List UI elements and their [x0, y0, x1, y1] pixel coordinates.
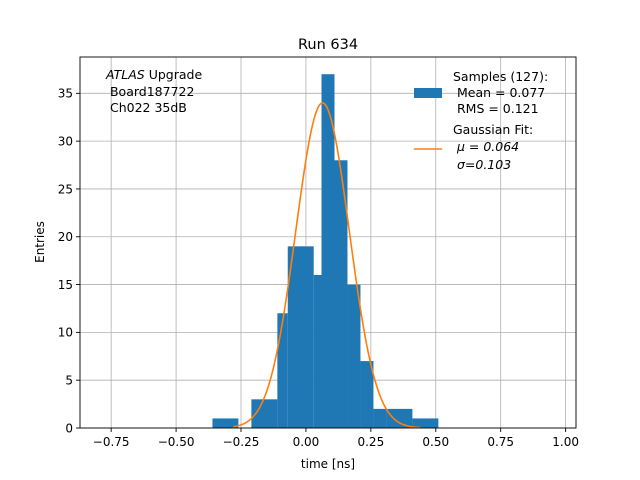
histogram-bar-8 [347, 284, 361, 428]
legend-fit-line-2: μ = 0.064 [453, 139, 519, 154]
legend-samples-line-1: Samples (127): [453, 69, 548, 84]
x-axis-label: time [ns] [301, 457, 355, 471]
x-tick-label-2: −0.25 [223, 435, 260, 449]
x-tick-label-0: −0.75 [93, 435, 130, 449]
histogram-bar-11 [386, 408, 413, 428]
histogram-bar-0 [212, 418, 239, 428]
x-axis-ticks: −0.75 −0.50 −0.25 0.00 0.25 0.50 0.75 1.00 [93, 428, 579, 449]
x-tick-label-1: −0.50 [158, 435, 195, 449]
histogram-bar-9 [360, 361, 374, 428]
annotation-line-1: ATLAS Upgrade [105, 67, 202, 82]
x-tick-label-4: 0.25 [357, 435, 384, 449]
x-tick-label-3: 0.00 [293, 435, 320, 449]
y-tick-label-3: 15 [58, 278, 73, 292]
gaussian-fit-curve [233, 102, 421, 429]
histogram-bar-4 [287, 246, 314, 428]
legend-fit-line-1: Gaussian Fit: [453, 122, 533, 137]
y-tick-label-2: 10 [58, 326, 73, 340]
atlas-annotation: ATLAS Upgrade Board187722 Ch022 35dB [105, 67, 202, 115]
chart-title: Run 634 [298, 37, 358, 53]
histogram-bars [212, 74, 439, 429]
histogram-bar-10 [373, 408, 387, 428]
y-tick-label-0: 0 [65, 421, 73, 435]
x-tick-label-7: 1.00 [552, 435, 579, 449]
x-tick-label-5: 0.50 [422, 435, 449, 449]
y-axis-ticks: 0 5 10 15 20 25 30 35 [58, 87, 80, 435]
legend-samples-swatch [414, 88, 442, 98]
annotation-line-3: Ch022 35dB [106, 100, 187, 115]
annotation-line-2: Board187722 [106, 84, 194, 99]
y-tick-label-7: 35 [58, 87, 73, 101]
legend: Samples (127): Mean = 0.077 RMS = 0.121 … [414, 69, 548, 172]
histogram-bar-12 [412, 418, 439, 428]
legend-samples-line-3: RMS = 0.121 [453, 101, 539, 116]
atlas-rest: Upgrade [145, 67, 203, 82]
atlas-word: ATLAS [105, 67, 145, 82]
y-tick-label-1: 5 [65, 373, 73, 387]
histogram-bar-3 [277, 313, 288, 428]
y-axis-label: Entries [33, 221, 47, 263]
y-tick-label-5: 25 [58, 182, 73, 196]
histogram-bar-7 [334, 160, 348, 428]
legend-samples-line-2: Mean = 0.077 [453, 85, 545, 100]
legend-fit-line-3: σ=0.103 [453, 157, 511, 172]
plot-frame [79, 56, 577, 429]
x-tick-label-6: 0.75 [487, 435, 514, 449]
y-tick-label-6: 30 [58, 134, 73, 148]
histogram-bar-5 [313, 275, 322, 428]
y-tick-label-4: 20 [58, 230, 73, 244]
histogram-bar-6 [321, 74, 335, 429]
